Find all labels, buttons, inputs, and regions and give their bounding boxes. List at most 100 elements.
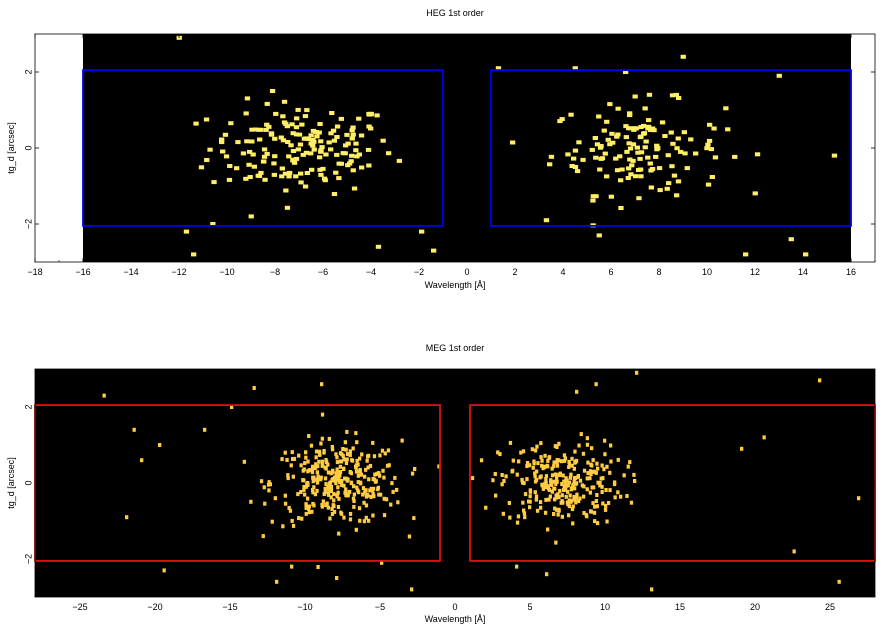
event-pixel (669, 93, 676, 98)
event-pixel (348, 517, 353, 522)
event-pixel (572, 479, 576, 484)
event-pixel (368, 463, 373, 468)
event-pixel (349, 136, 355, 141)
event-pixel (593, 194, 599, 199)
event-pixel (569, 164, 575, 168)
event-pixel (340, 478, 344, 483)
event-pixel (292, 456, 297, 461)
event-pixel (395, 487, 399, 492)
event-pixel (638, 150, 645, 155)
event-pixel (648, 185, 654, 190)
event-pixel (547, 456, 551, 460)
event-pixel (243, 176, 249, 181)
event-pixel (539, 441, 543, 446)
x-tick-label: 4 (560, 267, 565, 277)
event-pixel (321, 461, 325, 466)
event-pixel (309, 443, 314, 448)
event-pixel (534, 494, 539, 499)
event-pixel (286, 154, 292, 159)
event-pixel (162, 568, 166, 573)
event-pixel (410, 471, 415, 476)
event-pixel (354, 527, 358, 532)
event-pixel (617, 154, 623, 159)
event-pixel (515, 520, 520, 525)
event-pixel (271, 172, 277, 177)
event-pixel (523, 492, 528, 497)
x-tick-label: −8 (270, 267, 280, 277)
event-pixel (585, 487, 589, 492)
event-pixel (310, 128, 317, 133)
event-pixel (291, 523, 296, 528)
event-pixel (326, 485, 331, 490)
event-pixel (299, 463, 303, 468)
event-pixel (666, 181, 672, 186)
event-pixel (508, 440, 513, 445)
event-pixel (320, 382, 324, 387)
event-pixel (572, 494, 576, 499)
event-pixel (557, 495, 561, 500)
event-pixel (391, 489, 395, 494)
event-pixel (279, 166, 285, 171)
y-tick-label: −2 (23, 219, 33, 229)
event-pixel (304, 450, 308, 455)
event-pixel (350, 125, 356, 130)
event-pixel (857, 496, 861, 501)
event-pixel (662, 134, 668, 138)
data-region (35, 369, 875, 597)
event-pixel (754, 152, 761, 157)
event-pixel (612, 482, 617, 487)
event-pixel (323, 490, 327, 494)
event-pixel (377, 492, 381, 497)
event-pixel (293, 156, 300, 161)
event-pixel (630, 158, 636, 163)
event-pixel (837, 579, 841, 584)
event-pixel (371, 491, 375, 496)
event-pixel (246, 162, 252, 167)
event-pixel (792, 549, 796, 554)
event-pixel (328, 147, 334, 152)
event-pixel (287, 506, 291, 510)
event-pixel (320, 412, 325, 417)
x-tick-label: 16 (846, 267, 856, 277)
event-pixel (553, 497, 557, 502)
event-pixel (304, 484, 308, 489)
event-pixel (525, 464, 529, 469)
event-pixel (555, 458, 559, 462)
event-pixel (636, 168, 642, 172)
event-pixel (284, 205, 291, 210)
x-tick-label: 25 (825, 602, 835, 612)
event-pixel (585, 514, 589, 519)
event-pixel (286, 476, 290, 481)
event-pixel (586, 460, 590, 465)
event-pixel (316, 474, 320, 479)
event-pixel (345, 141, 351, 146)
event-pixel (263, 127, 269, 132)
event-pixel (552, 464, 556, 469)
event-pixel (500, 482, 504, 487)
event-pixel (271, 161, 277, 166)
event-pixel (293, 125, 300, 130)
event-pixel (350, 132, 356, 137)
event-pixel (361, 492, 365, 497)
event-pixel (379, 492, 383, 497)
event-pixel (592, 510, 597, 515)
event-pixel (349, 481, 354, 486)
event-pixel (356, 488, 360, 493)
event-pixel (493, 472, 497, 476)
event-pixel (259, 479, 264, 484)
event-pixel (614, 134, 620, 139)
event-pixel (635, 370, 639, 375)
event-pixel (293, 132, 300, 137)
event-pixel (303, 461, 307, 466)
event-pixel (345, 429, 349, 434)
event-pixel (543, 453, 547, 458)
event-pixel (688, 137, 694, 142)
event-pixel (572, 148, 579, 153)
event-pixel (140, 458, 144, 463)
event-pixel (345, 452, 350, 457)
event-pixel (354, 469, 359, 474)
event-pixel (568, 493, 572, 498)
event-pixel (655, 146, 661, 151)
event-pixel (310, 137, 316, 142)
